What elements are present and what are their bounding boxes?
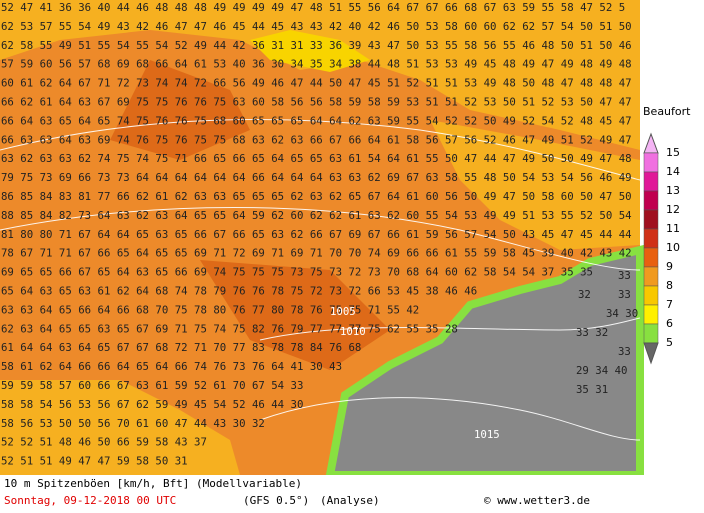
sea-value: 34 30 [606, 307, 638, 320]
sea-value: 29 34 40 [576, 364, 627, 377]
legend-label: 5 [666, 336, 673, 349]
isobar-label: 1005 [330, 305, 356, 318]
legend-label: 10 [666, 241, 680, 254]
isobar-lines [0, 119, 641, 441]
legend-swatch [643, 171, 659, 192]
value-row: 58 56 53 50 50 56 70 61 60 47 44 43 30 3… [1, 417, 265, 430]
moderate-wind-zone [0, 0, 640, 150]
sea-area [590, 265, 620, 300]
footer-model: (GFS 0.5°) [243, 494, 309, 507]
strong-wind-zone [200, 260, 390, 370]
footer-credit: © www.wetter3.de [484, 494, 590, 507]
value-row: 63 62 63 63 62 74 75 74 75 71 66 65 66 6… [1, 152, 632, 165]
footer-background [0, 475, 704, 513]
footer-title: 10 m Spitzenböen [km/h, Bft] (Modellvari… [4, 477, 302, 490]
sea-value: 33 [618, 288, 631, 301]
legend-swatch [643, 323, 659, 344]
sea-value: 35 31 [576, 383, 608, 396]
legend-arrow-bottom [643, 342, 659, 365]
value-row: 58 58 54 56 53 56 67 62 59 49 45 54 52 4… [1, 398, 303, 411]
value-row: 78 67 71 71 67 66 65 64 65 65 69 71 72 6… [1, 247, 632, 260]
legend-swatch [643, 228, 659, 249]
legend-label: 7 [666, 298, 673, 311]
legend-label: 12 [666, 203, 680, 216]
value-row: 63 63 64 65 66 64 66 68 70 75 78 80 76 7… [1, 303, 419, 316]
legend-label: 8 [666, 279, 673, 292]
sea-value: 33 [618, 269, 631, 282]
sea-area [325, 244, 644, 479]
sea-value: 33 32 [576, 326, 608, 339]
map-area [0, 0, 644, 479]
legend-label: 13 [666, 184, 680, 197]
legend-swatch [643, 190, 659, 211]
value-row: 86 85 84 83 81 77 66 62 61 62 63 63 65 6… [1, 190, 632, 203]
value-row: 88 85 84 82 73 64 63 62 63 64 65 65 64 5… [1, 209, 632, 222]
isobar-label: 1010 [340, 325, 366, 338]
isobar-label: 1015 [474, 428, 500, 441]
value-row: 66 64 63 65 64 65 74 75 76 76 75 68 60 6… [1, 114, 632, 127]
sea-value: 33 [618, 345, 631, 358]
legend-swatch [643, 266, 659, 287]
value-row: 65 64 63 65 63 61 62 64 68 74 78 79 76 7… [1, 285, 477, 298]
legend-label: 14 [666, 165, 680, 178]
legend-swatch [643, 285, 659, 306]
light-wind-zone [250, 30, 370, 72]
value-row: 62 63 64 65 65 63 65 67 69 71 75 74 75 8… [1, 322, 458, 335]
legend-swatch [643, 209, 659, 230]
legend-label: 6 [666, 317, 673, 330]
legend-label: 11 [666, 222, 680, 235]
value-row: 62 58 55 49 51 55 54 55 54 52 49 44 42 3… [1, 39, 632, 52]
value-row: 57 59 60 56 57 68 69 68 66 64 61 53 40 3… [1, 58, 632, 71]
value-row: 66 62 61 64 63 67 69 75 75 76 76 75 63 6… [1, 96, 632, 109]
value-row: 52 52 51 48 46 50 66 59 58 43 37 [1, 436, 207, 449]
legend-swatch [643, 152, 659, 173]
legend-title: Beaufort [643, 105, 691, 118]
legend-swatch [643, 304, 659, 325]
value-row: 60 61 62 64 67 71 72 73 74 74 72 66 56 4… [1, 77, 632, 90]
value-row: 69 65 65 66 67 65 64 63 65 66 69 74 75 7… [1, 266, 593, 279]
legend-swatch [643, 247, 659, 268]
footer-date: Sonntag, 09-12-2018 00 UTC [4, 494, 176, 507]
value-row: 61 64 64 63 64 65 67 67 68 72 71 70 77 8… [1, 341, 361, 354]
footer-run: (Analyse) [320, 494, 380, 507]
legend-label: 9 [666, 260, 673, 273]
value-row: 59 59 58 57 60 66 67 63 61 59 52 61 70 6… [1, 379, 303, 392]
sea-value: 32 [578, 288, 591, 301]
moderate-wind-zone [0, 380, 240, 475]
value-row: 52 51 51 49 47 47 59 58 50 31 [1, 455, 188, 468]
legend: Beaufort 15 14 13 12 11 10 9 8 7 6 5 [643, 105, 691, 365]
value-row: 58 61 62 64 66 66 64 65 64 66 74 76 73 7… [1, 360, 342, 373]
value-row: 81 80 80 71 67 64 64 65 63 65 66 67 66 6… [1, 228, 632, 241]
value-row: 66 63 63 64 63 69 74 76 75 76 75 75 68 6… [1, 133, 632, 146]
value-row: 52 47 41 36 36 40 44 46 48 48 48 49 49 4… [1, 1, 625, 14]
legend-label: 15 [666, 146, 680, 159]
strong-wind-zone [110, 60, 250, 160]
value-row: 79 75 73 69 66 73 73 64 64 64 64 64 64 6… [1, 171, 632, 184]
value-row: 62 53 57 55 54 49 43 42 46 47 47 46 45 4… [1, 20, 632, 33]
legend-arrow-top [643, 132, 659, 154]
moderate-wind-zone [430, 120, 640, 250]
